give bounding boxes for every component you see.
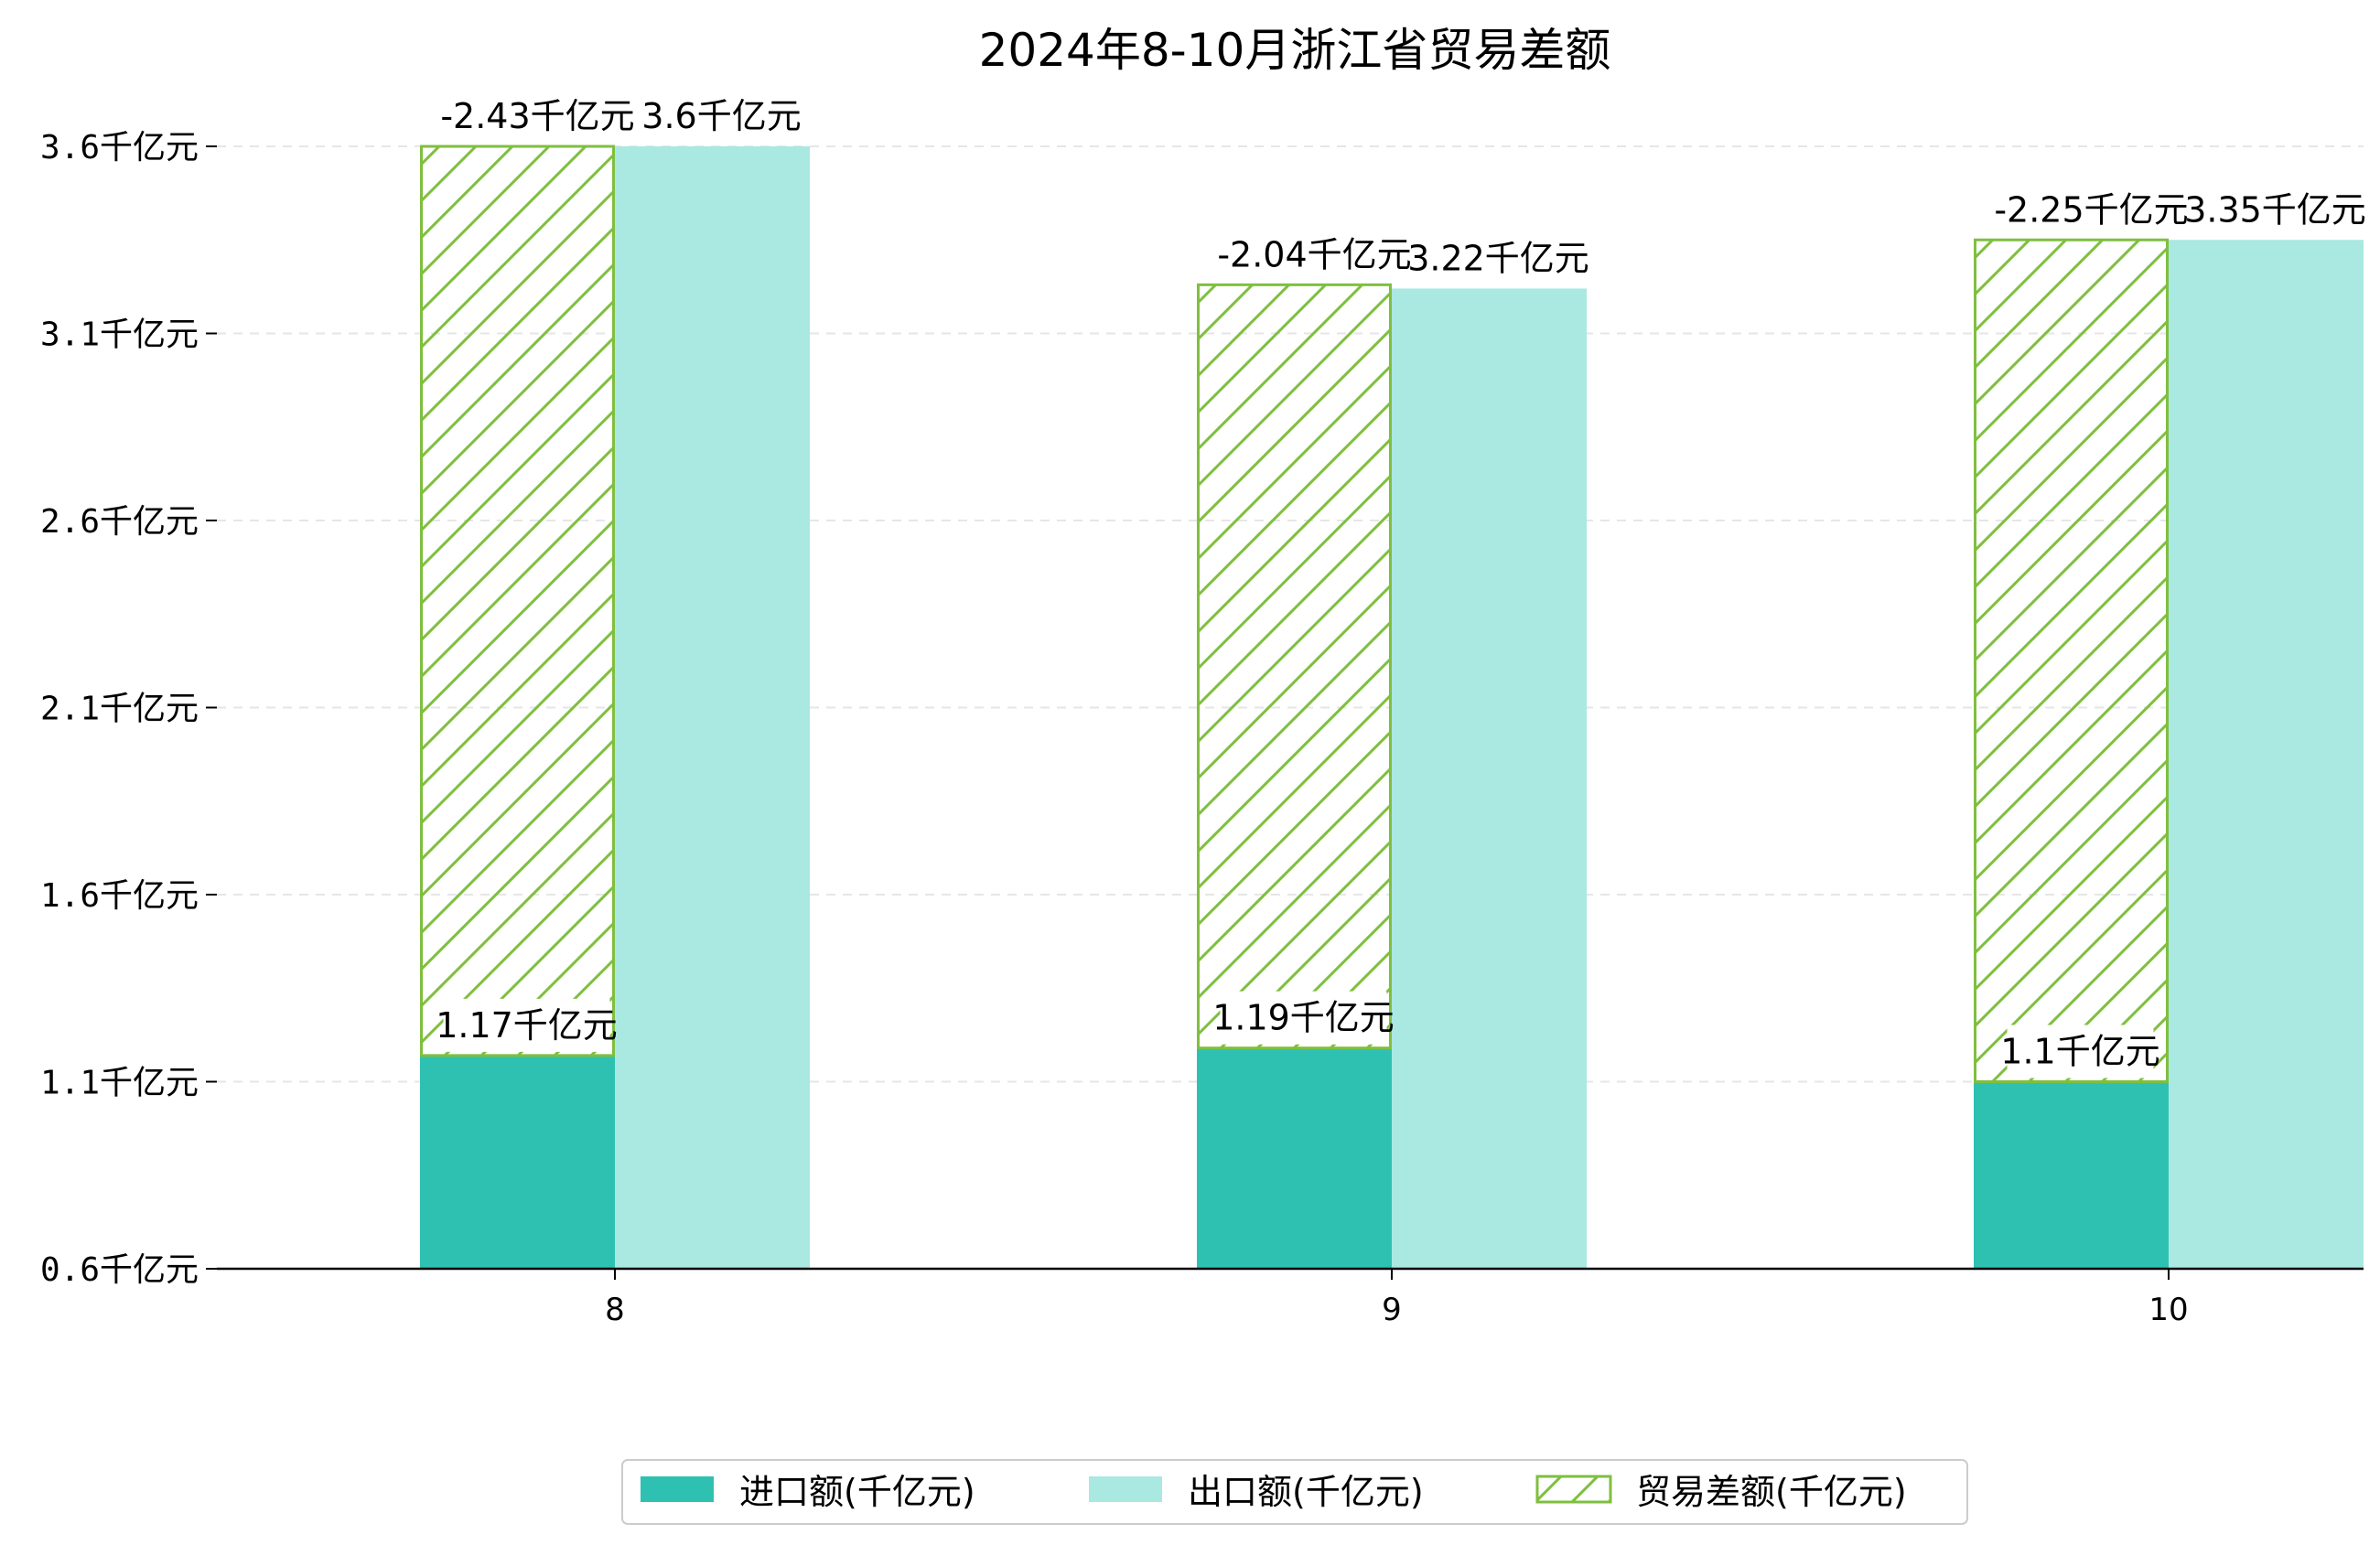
y-tick-label: 3.1千亿元 (40, 317, 199, 354)
x-tick-label: 9 (1382, 1292, 1402, 1328)
export-value-label: 3.6千亿元 (641, 96, 801, 136)
chart-title: 2024年8-10月浙江省贸易差额 (979, 24, 1611, 77)
import-bar (420, 1055, 615, 1269)
export-value-label: 3.35千亿元 (2184, 189, 2366, 230)
import-value-label-bg (1220, 991, 1387, 1045)
legend-swatch (1535, 1475, 1612, 1504)
import-value-label: 1.1千亿元 (2000, 1032, 2159, 1072)
x-tick-label: 10 (2148, 1292, 2188, 1328)
y-tick-label: 2.6千亿元 (40, 503, 199, 541)
export-value-label-bg (648, 90, 795, 143)
axes: 0.6千亿元 1.1千亿元 1.6千亿元 2.1千亿元 2.6千亿元 3.1千亿元 3.6千… (40, 129, 2364, 1328)
balance-bar (1974, 238, 2169, 1083)
legend-label: 贸易差额(千亿元) (1636, 1472, 1907, 1512)
legend-label: 进口额(千亿元) (739, 1472, 975, 1512)
export-bar (2169, 240, 2364, 1269)
legend-swatch (1089, 1476, 1162, 1502)
balance-value-label-bg (1998, 183, 2185, 237)
balance-value-label-bg (1221, 228, 1408, 282)
export-value-label-bg (1415, 231, 1582, 285)
y-tick-label: 1.6千亿元 (40, 877, 199, 915)
export-value-label: 3.22千亿元 (1407, 238, 1589, 278)
balance-bar (420, 145, 615, 1057)
balance-value-label: -2.43千亿元 (440, 96, 634, 136)
x-tick-label: 8 (605, 1292, 625, 1328)
import-bar (1974, 1081, 2169, 1269)
y-tick-label: 1.1千亿元 (40, 1065, 199, 1102)
balance-value-label-bg (444, 90, 631, 143)
legend: 进口额(千亿元) 出口额(千亿元) 贸易差额(千亿元) (621, 1459, 1968, 1525)
data-labels: 3.6千亿元-2.43千亿元 1.17千亿元 3.22千亿元-2.04千亿元 1.19… (436, 90, 2366, 1078)
y-tick-label: 0.6千亿元 (40, 1251, 199, 1289)
legend-label: 出口额(千亿元) (1188, 1472, 1424, 1512)
export-value-label-bg (2192, 183, 2359, 237)
bars (420, 145, 2364, 1269)
balance-value-label: -2.04千亿元 (1217, 234, 1411, 274)
legend-box (621, 1459, 1968, 1525)
balance-value-label: -2.25千亿元 (1994, 189, 2188, 230)
import-value-label-bg (2007, 1025, 2154, 1078)
import-value-label-bg (443, 998, 610, 1052)
import-bar (1197, 1047, 1392, 1269)
legend-swatch (641, 1476, 714, 1502)
export-bar (1392, 288, 1587, 1269)
export-bar (615, 146, 810, 1269)
import-value-label: 1.19千亿元 (1212, 998, 1395, 1038)
y-tick-label: 2.1千亿元 (40, 691, 199, 728)
y-tick-label: 3.6千亿元 (40, 129, 199, 166)
import-value-label: 1.17千亿元 (436, 1005, 618, 1046)
balance-bar (1197, 283, 1392, 1050)
